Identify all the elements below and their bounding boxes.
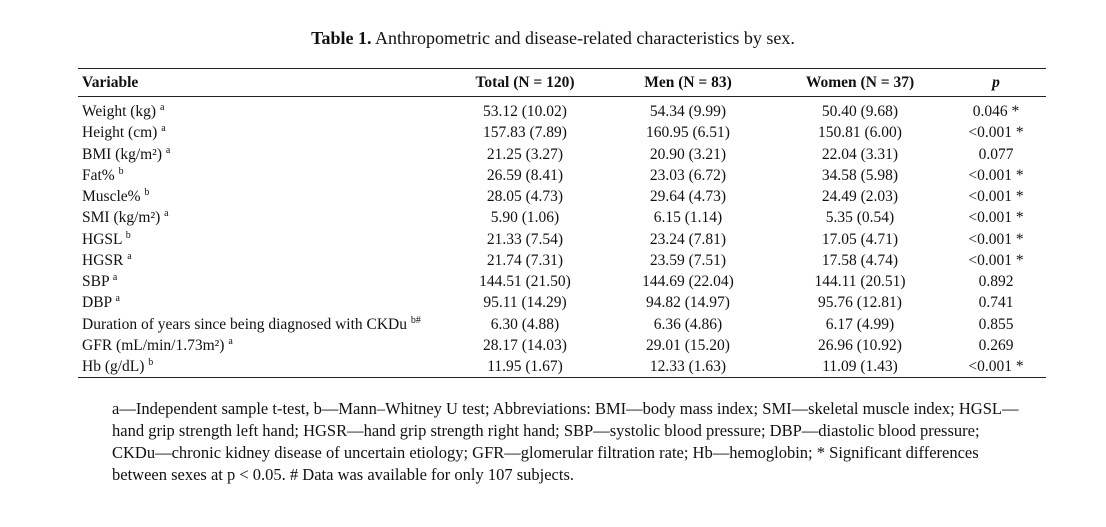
women-cell: 50.40 (9.68) <box>821 103 899 121</box>
women-cell: 5.35 (0.54) <box>825 209 895 227</box>
men-cell: 23.59 (7.51) <box>649 251 727 269</box>
men-cell: 144.69 (22.04) <box>642 273 734 291</box>
header-p: p <box>992 73 1000 91</box>
p-value-cell: 0.077 <box>978 145 1014 163</box>
women-cell: 17.05 (4.71) <box>821 230 899 248</box>
p-value-cell: 0.269 <box>978 336 1014 354</box>
table-row: Fat% b 26.59 (8.41) 23.03 (6.72) 34.58 (5.9… <box>78 165 1046 186</box>
table-footnote: a—Independent sample t-test, b—Mann–Whit… <box>112 399 1019 484</box>
variable-cell: DBP a <box>82 293 120 312</box>
women-cell: 95.76 (12.81) <box>818 294 902 312</box>
total-cell: 5.90 (1.06) <box>490 209 560 227</box>
variable-cell: HGSR a <box>82 250 132 269</box>
variable-cell: Height (cm) a <box>82 123 166 142</box>
table-row: HGSL b 21.33 (7.54) 23.24 (7.81) 17.05 (4.7… <box>78 229 1046 250</box>
p-value-cell: 0.046 * <box>972 103 1020 121</box>
total-cell: 21.25 (3.27) <box>486 145 564 163</box>
variable-cell: SMI (kg/m²) a <box>82 208 169 227</box>
men-cell: 29.01 (15.20) <box>646 336 730 354</box>
p-value-cell: 0.855 <box>978 315 1014 333</box>
total-cell: 21.33 (7.54) <box>486 230 564 248</box>
total-cell: 26.59 (8.41) <box>486 166 564 184</box>
men-cell: 6.15 (1.14) <box>653 209 723 227</box>
variable-cell: GFR (mL/min/1.73m²) a <box>82 335 233 354</box>
women-cell: 24.49 (2.03) <box>821 188 899 206</box>
total-cell: 11.95 (1.67) <box>487 358 563 376</box>
p-value-cell: <0.001 * <box>968 230 1024 248</box>
table-caption: Table 1. Anthropometric and disease-rela… <box>0 28 1106 49</box>
table-row: DBP a 95.11 (14.29) 94.82 (14.97) 95.76 (12… <box>78 292 1046 313</box>
header-total: Total (N = 120) <box>475 73 575 91</box>
women-cell: 150.81 (6.00) <box>818 124 902 142</box>
table-row: Muscle% b 28.05 (4.73) 29.64 (4.73) 24.49 (… <box>78 186 1046 207</box>
characteristics-table: Variable Total (N = 120) Men (N = 83) Wo… <box>78 68 1046 378</box>
table-row: BMI (kg/m²) a 21.25 (3.27) 20.90 (3.21) 22.… <box>78 144 1046 165</box>
table-row: Hb (g/dL) b 11.95 (1.67) 12.33 (1.63) 11.09… <box>78 356 1046 378</box>
variable-cell: Duration of years since being diagnosed … <box>82 314 421 333</box>
table-row: SBP a 144.51 (21.50) 144.69 (22.04) 144.11 … <box>78 271 1046 292</box>
table-row: Height (cm) a 157.83 (7.89) 160.95 (6.51) 1… <box>78 122 1046 143</box>
women-cell: 6.17 (4.99) <box>825 315 895 333</box>
caption-text: Anthropometric and disease-related chara… <box>375 28 795 48</box>
total-cell: 28.05 (4.73) <box>486 188 564 206</box>
women-cell: 26.96 (10.92) <box>818 336 902 354</box>
total-cell: 53.12 (10.02) <box>483 103 567 121</box>
men-cell: 6.36 (4.86) <box>653 315 723 333</box>
table-row: GFR (mL/min/1.73m²) a 28.17 (14.03) 29.01 … <box>78 335 1046 356</box>
p-value-cell: 0.892 <box>978 273 1014 291</box>
p-value-cell: <0.001 * <box>968 188 1024 206</box>
variable-cell: SBP a <box>82 272 118 291</box>
total-cell: 28.17 (14.03) <box>483 336 567 354</box>
p-value-cell: <0.001 * <box>968 251 1024 269</box>
women-cell: 11.09 (1.43) <box>822 358 898 376</box>
table-row: SMI (kg/m²) a 5.90 (1.06) 6.15 (1.14) 5.35 … <box>78 207 1046 228</box>
men-cell: 54.34 (9.99) <box>649 103 727 121</box>
p-value-cell: <0.001 * <box>968 166 1024 184</box>
header-men: Men (N = 83) <box>644 73 732 91</box>
women-cell: 34.58 (5.98) <box>821 166 899 184</box>
women-cell: 22.04 (3.31) <box>821 145 899 163</box>
header-women: Women (N = 37) <box>805 73 915 91</box>
variable-cell: Fat% b <box>82 165 124 184</box>
total-cell: 6.30 (4.88) <box>490 315 560 333</box>
men-cell: 94.82 (14.97) <box>646 294 730 312</box>
table-row: Weight (kg) a 53.12 (10.02) 54.34 (9.99) 50… <box>78 97 1046 123</box>
men-cell: 23.24 (7.81) <box>649 230 727 248</box>
caption-label: Table 1. <box>311 28 372 48</box>
men-cell: 29.64 (4.73) <box>649 188 727 206</box>
p-value-cell: <0.001 * <box>968 209 1024 227</box>
women-cell: 144.11 (20.51) <box>814 273 906 291</box>
men-cell: 20.90 (3.21) <box>649 145 727 163</box>
header-row: Variable Total (N = 120) Men (N = 83) Wo… <box>78 68 1046 97</box>
total-cell: 144.51 (21.50) <box>479 273 571 291</box>
men-cell: 23.03 (6.72) <box>649 166 727 184</box>
women-cell: 17.58 (4.74) <box>821 251 899 269</box>
total-cell: 21.74 (7.31) <box>486 251 564 269</box>
p-value-cell: <0.001 * <box>968 358 1024 376</box>
variable-cell: Weight (kg) a <box>82 102 165 121</box>
variable-cell: HGSL b <box>82 229 131 248</box>
table-row: Duration of years since being diagnosed … <box>78 314 1046 335</box>
header-variable: Variable <box>82 73 139 91</box>
table-row: HGSR a 21.74 (7.31) 23.59 (7.51) 17.58 (4.7… <box>78 250 1046 271</box>
total-cell: 157.83 (7.89) <box>483 124 567 142</box>
variable-cell: Muscle% b <box>82 187 150 206</box>
variable-cell: BMI (kg/m²) a <box>82 144 171 163</box>
p-value-cell: 0.741 <box>978 294 1014 312</box>
total-cell: 95.11 (14.29) <box>483 294 567 312</box>
men-cell: 160.95 (6.51) <box>646 124 730 142</box>
men-cell: 12.33 (1.63) <box>649 358 727 376</box>
variable-cell: Hb (g/dL) b <box>82 357 154 376</box>
p-value-cell: <0.001 * <box>968 124 1024 142</box>
